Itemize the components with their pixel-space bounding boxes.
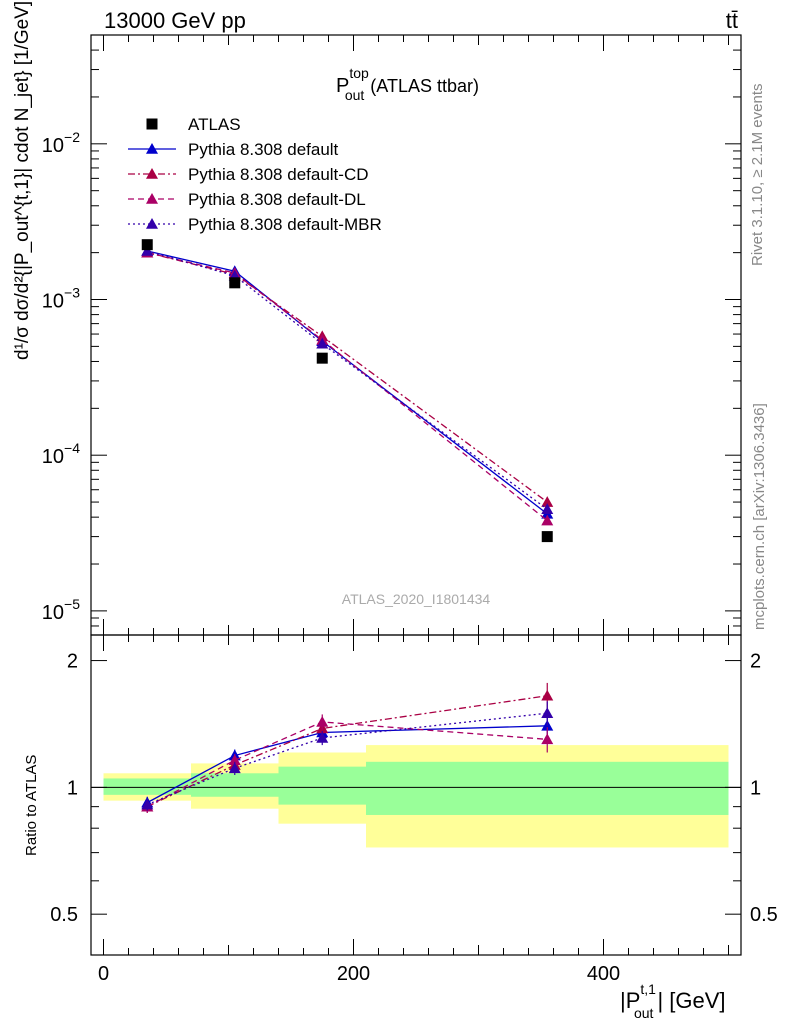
series-4-line <box>147 250 548 510</box>
main-y-tick-label: 10−5 <box>42 596 80 624</box>
legend-label: Pythia 8.308 default <box>188 140 339 159</box>
series-4-ratio-point <box>541 707 554 718</box>
main-y-tick-label: 10−4 <box>42 440 80 468</box>
ratio-y-axis-label: Ratio to ATLAS <box>23 755 40 856</box>
plot-title-sub: out <box>345 87 365 103</box>
legend-marker <box>146 143 158 154</box>
ratio-y-tick-label-right: 1 <box>750 777 761 799</box>
main-y-axis-label: d¹/σ dσ/d²{|P_out^{t,1}| cdot N_jet} [1/… <box>12 1 33 360</box>
series-1-ratio-line <box>146 725 548 804</box>
legend-marker <box>146 168 158 179</box>
series-4-point <box>316 337 329 349</box>
x-tick-label: 0 <box>98 963 109 985</box>
series-3-ratio-point <box>316 715 329 727</box>
mcplots-label: mcplots.cern.ch [arXiv:1306.3436] <box>751 403 768 630</box>
series-3-ratio-point <box>228 754 241 766</box>
data-point <box>141 239 153 251</box>
legend-marker-data <box>146 118 158 130</box>
series-2-ratio-line <box>146 695 548 808</box>
ratio-band-inner <box>366 761 729 815</box>
x-tick-label: 400 <box>587 963 620 985</box>
series-3-line <box>147 252 548 522</box>
legend-label: Pythia 8.308 default-DL <box>188 190 366 209</box>
plot-title: Ptop out (ATLAS ttbar) <box>336 65 479 103</box>
process-label: tt̄ <box>726 8 738 33</box>
main-y-tick-label: 10−2 <box>42 129 80 157</box>
rivet-label: Rivet 3.1.10, ≥ 2.1M events <box>749 84 766 267</box>
x-axis-label-sup: t,1 <box>640 981 656 997</box>
x-axis-label: |Pt,1 out | [GeV] <box>620 981 726 1021</box>
series-4-point <box>141 244 154 256</box>
data-point <box>229 277 241 289</box>
ratio-y-tick-label-right: 2 <box>750 651 761 673</box>
series-4-ratio-point <box>228 762 241 774</box>
ratio-panel: 0 200 400 2 2 1 1 0.5 0.5 <box>50 634 778 985</box>
ratio-y-tick-label: 2 <box>67 651 78 673</box>
legend-label: ATLAS <box>188 115 241 134</box>
plot-title-main: P <box>336 75 349 97</box>
main-y-tick-label: 10−3 <box>42 285 80 313</box>
x-tick-label: 200 <box>337 963 370 985</box>
series-4-ratio-point <box>141 798 154 810</box>
legend-marker <box>146 218 158 229</box>
series-3-ratio-point <box>541 733 554 745</box>
plot-title-rest: (ATLAS ttbar) <box>370 76 479 96</box>
data-point <box>316 352 328 364</box>
ratio-band-inner <box>191 773 279 797</box>
ratio-y-tick-label: 1 <box>67 777 78 799</box>
legend-label: Pythia 8.308 default-MBR <box>188 215 382 234</box>
ratio-y-tick-label: 0.5 <box>50 904 78 926</box>
series-4-ratio-line <box>147 712 548 806</box>
ratio-y-tick-label-right: 0.5 <box>750 904 778 926</box>
series-3-point <box>541 514 554 526</box>
series-4-ratio-point <box>316 731 329 743</box>
ratio-frame <box>90 634 742 956</box>
energy-label: 13000 GeV pp <box>104 8 246 33</box>
series-1-line <box>147 250 548 515</box>
series-2-ratio-point <box>541 689 554 701</box>
analysis-watermark: ATLAS_2020_I1801434 <box>342 591 491 607</box>
legend: ATLAS Pythia 8.308 default Pythia 8.308 de… <box>128 115 382 234</box>
series-4-point <box>541 503 554 514</box>
x-axis-label-main: |P <box>620 988 640 1013</box>
series-2-point <box>541 496 554 507</box>
legend-marker <box>146 193 158 204</box>
legend-label: Pythia 8.308 default-CD <box>188 165 369 184</box>
data-point <box>541 531 553 543</box>
x-axis-label-rest: | [GeV] <box>657 988 725 1013</box>
plot-title-sup: top <box>349 65 369 81</box>
ratio-band-inner <box>278 766 366 805</box>
x-axis-label-sub: out <box>634 1005 654 1021</box>
